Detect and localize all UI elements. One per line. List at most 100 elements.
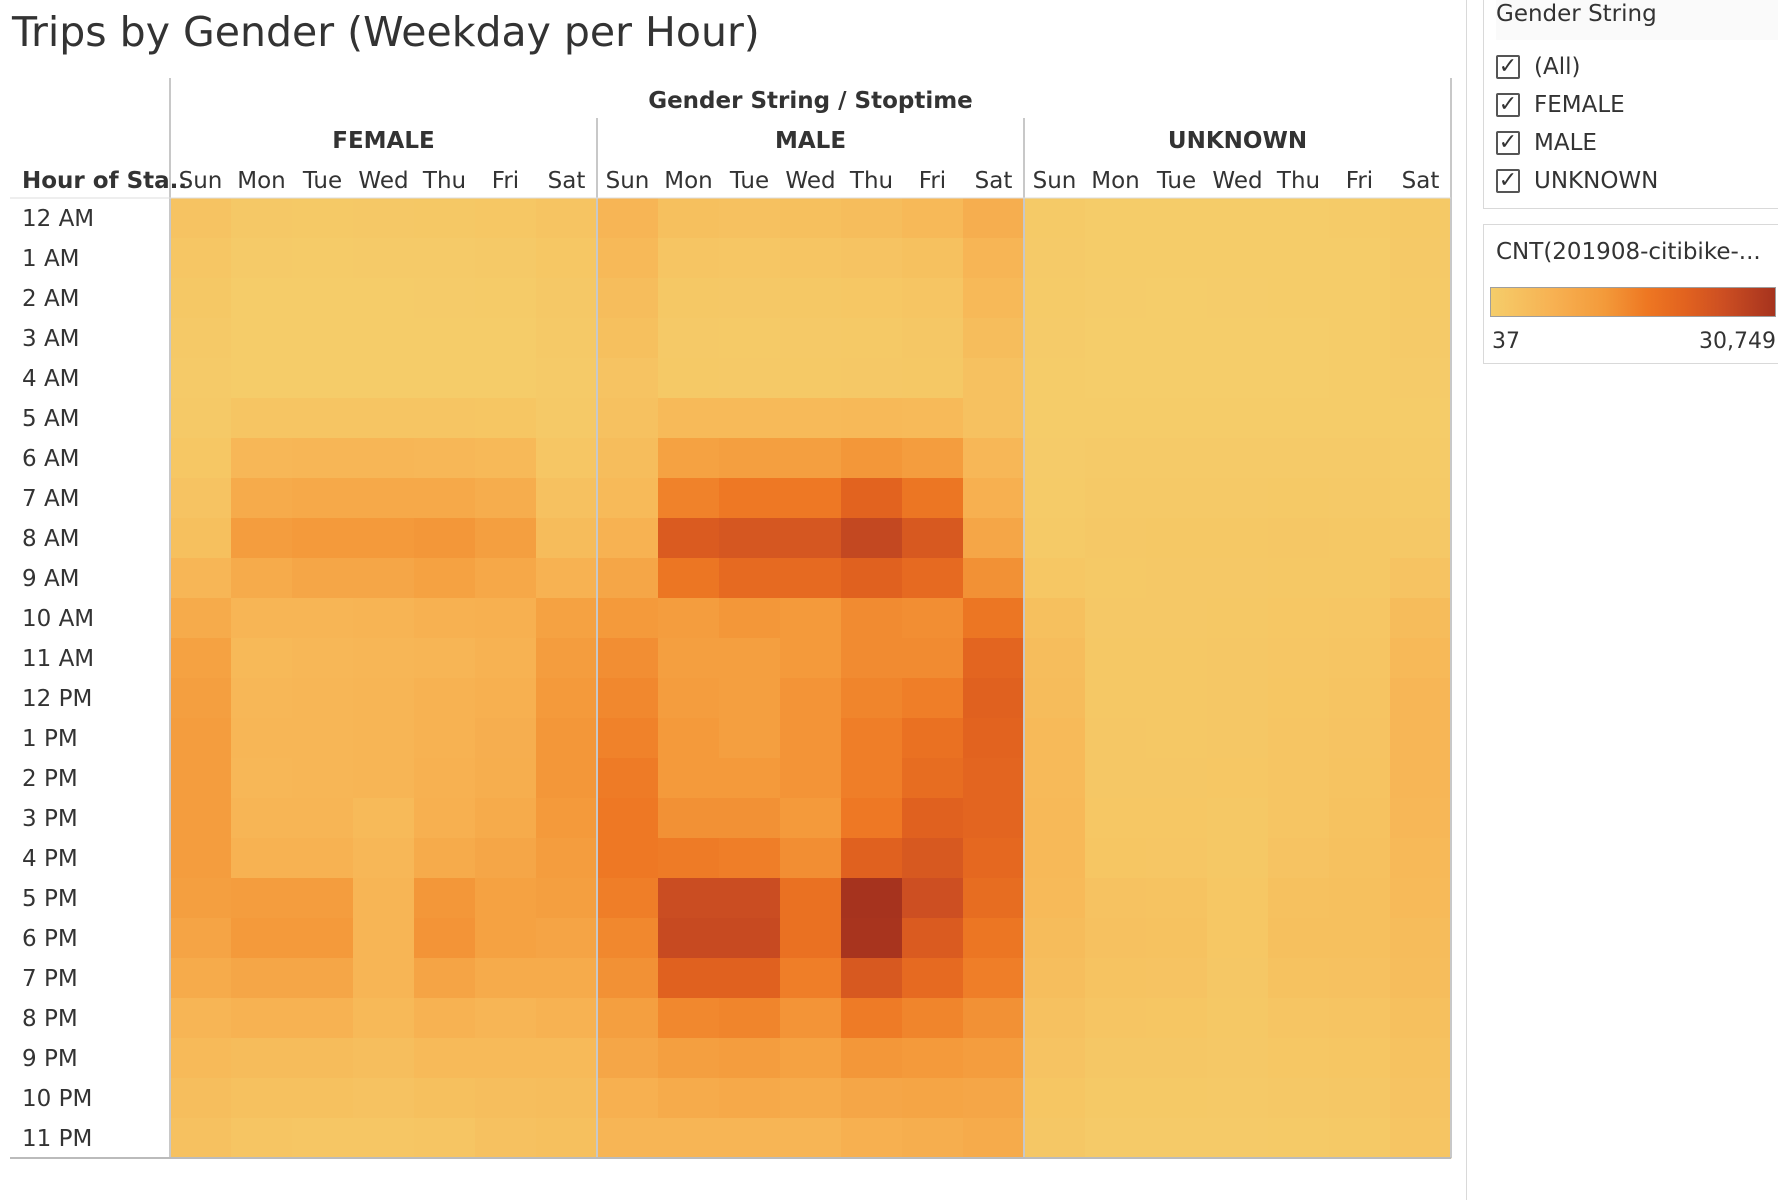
heatmap-cell — [1085, 838, 1147, 879]
heatmap-cell — [780, 558, 842, 599]
heatmap-cell — [170, 838, 232, 879]
heatmap-cell — [597, 198, 659, 239]
filter-item-male[interactable]: ✓ MALE — [1496, 126, 1597, 160]
heatmap-cell — [1024, 1118, 1086, 1159]
heatmap-cell — [414, 798, 476, 839]
heatmap-cell — [780, 718, 842, 759]
heatmap-cell — [1390, 518, 1452, 559]
heatmap-cell — [231, 958, 293, 999]
heatmap-cell — [414, 918, 476, 959]
heatmap-cell — [475, 758, 537, 799]
heatmap-cell — [231, 198, 293, 239]
heatmap-cell — [1329, 918, 1391, 959]
heatmap-cell — [1268, 478, 1330, 519]
heatmap-cell — [536, 918, 598, 959]
heatmap-cell — [780, 478, 842, 519]
hour-tick-label: 5 PM — [22, 886, 78, 912]
heatmap-cell — [475, 558, 537, 599]
heatmap-cell — [780, 958, 842, 999]
heatmap-cell — [231, 1118, 293, 1159]
heatmap-cell — [963, 958, 1025, 999]
checkbox-checked-icon[interactable]: ✓ — [1496, 131, 1520, 155]
heatmap-cell — [1268, 918, 1330, 959]
heatmap-cell — [1085, 758, 1147, 799]
heatmap-cell — [1329, 758, 1391, 799]
day-tick-label: Sat — [1402, 168, 1440, 194]
day-tick-label: Tue — [302, 168, 342, 194]
heatmap-cell — [1329, 278, 1391, 319]
heatmap-cell — [1146, 838, 1208, 879]
heatmap-cell — [1329, 438, 1391, 479]
heatmap-cell — [231, 318, 293, 359]
filter-item-female[interactable]: ✓ FEMALE — [1496, 88, 1625, 122]
heatmap-cell — [841, 438, 903, 479]
heatmap-cell — [353, 638, 415, 679]
heatmap-cell — [292, 998, 354, 1039]
heatmap-cell — [353, 1038, 415, 1079]
heatmap-cell — [292, 558, 354, 599]
heatmap-cell — [414, 958, 476, 999]
heatmap-cell — [292, 678, 354, 719]
heatmap-cell — [353, 398, 415, 439]
heatmap-cell — [719, 358, 781, 399]
heatmap-cell — [1085, 318, 1147, 359]
heatmap-cell — [475, 838, 537, 879]
heatmap-cell — [1268, 398, 1330, 439]
heatmap-cell — [170, 758, 232, 799]
heatmap-cell — [414, 238, 476, 279]
checkbox-checked-icon[interactable]: ✓ — [1496, 169, 1520, 193]
heatmap-cell — [292, 758, 354, 799]
heatmap-cell — [841, 278, 903, 319]
heatmap-cell — [1146, 1078, 1208, 1119]
heatmap-cell — [1024, 358, 1086, 399]
heatmap-cell — [841, 478, 903, 519]
heatmap-cell — [1207, 278, 1269, 319]
heatmap-cell — [475, 398, 537, 439]
heatmap-cell — [780, 758, 842, 799]
heatmap-cell — [292, 958, 354, 999]
heatmap-cell — [1146, 358, 1208, 399]
heatmap-cell — [1085, 558, 1147, 599]
heatmap-cell — [597, 798, 659, 839]
heatmap-cell — [1390, 918, 1452, 959]
filter-item-unknown[interactable]: ✓ UNKNOWN — [1496, 164, 1658, 198]
heatmap-cell — [1329, 878, 1391, 919]
checkbox-checked-icon[interactable]: ✓ — [1496, 55, 1520, 79]
heatmap-cell — [1024, 238, 1086, 279]
heatmap-cell — [536, 438, 598, 479]
heatmap-cell — [780, 878, 842, 919]
legend-color-ramp — [1490, 287, 1776, 317]
heatmap-cell — [1085, 1118, 1147, 1159]
heatmap-cell — [597, 278, 659, 319]
heatmap-cell — [1329, 838, 1391, 879]
heatmap-cell — [719, 878, 781, 919]
heatmap-cell — [1207, 998, 1269, 1039]
hour-tick-label: 8 AM — [22, 526, 80, 552]
filter-title: Gender String — [1496, 0, 1778, 40]
heatmap-cell — [536, 1078, 598, 1119]
heatmap-cell — [780, 598, 842, 639]
heatmap-cell — [963, 598, 1025, 639]
filter-item-all[interactable]: ✓ (All) — [1496, 50, 1580, 84]
heatmap-cell — [1024, 518, 1086, 559]
heatmap-cell — [719, 998, 781, 1039]
heatmap-cell — [841, 1118, 903, 1159]
heatmap-cell — [536, 878, 598, 919]
heatmap-cell — [292, 918, 354, 959]
heatmap-cell — [902, 998, 964, 1039]
heatmap-cell — [414, 1118, 476, 1159]
heatmap-cell — [353, 758, 415, 799]
heatmap-cell — [231, 598, 293, 639]
heatmap-cell — [902, 798, 964, 839]
heatmap-cell — [597, 1118, 659, 1159]
heatmap-cell — [1390, 318, 1452, 359]
checkbox-checked-icon[interactable]: ✓ — [1496, 93, 1520, 117]
heatmap-cell — [1268, 198, 1330, 239]
heatmap-cell — [1207, 358, 1269, 399]
heatmap-cell — [353, 518, 415, 559]
heatmap-cell — [1268, 238, 1330, 279]
heatmap-cell — [475, 278, 537, 319]
heatmap-chart: Gender String / Stoptime FEMALE Sun Mon Tue W… — [10, 78, 1452, 1159]
heatmap-cell — [536, 958, 598, 999]
heatmap-cell — [1329, 1038, 1391, 1079]
